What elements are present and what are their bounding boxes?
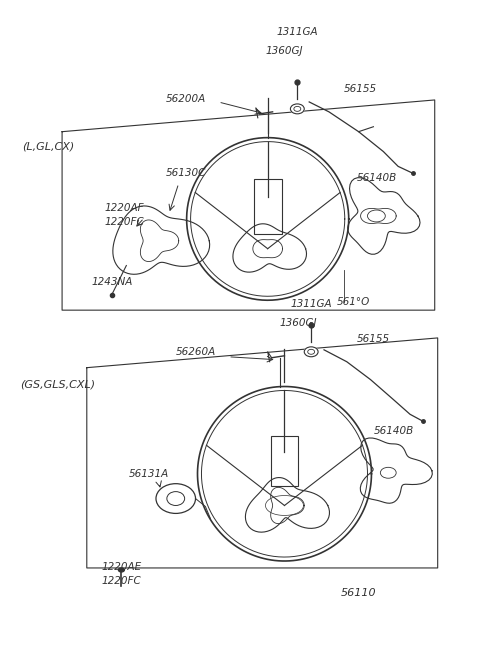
Bar	[271, 436, 298, 486]
Text: 1220FC: 1220FC	[105, 217, 144, 227]
Text: 56260A: 56260A	[176, 347, 216, 357]
Bar	[254, 179, 281, 234]
Text: 1360GJ: 1360GJ	[279, 318, 317, 328]
Ellipse shape	[290, 104, 304, 114]
Text: 1360GJ: 1360GJ	[266, 47, 303, 57]
Text: 56200A: 56200A	[166, 94, 206, 104]
Text: 56140B: 56140B	[357, 173, 397, 183]
Text: 56155: 56155	[344, 84, 377, 94]
Ellipse shape	[119, 568, 124, 572]
Text: (L,GL,CX): (L,GL,CX)	[23, 141, 75, 152]
Text: 1220AE: 1220AE	[102, 562, 142, 572]
Ellipse shape	[304, 347, 318, 357]
Text: 1311GA: 1311GA	[276, 26, 318, 37]
Text: 56131A: 56131A	[128, 468, 168, 479]
Text: 56130C: 56130C	[166, 168, 206, 178]
Text: 1220AF: 1220AF	[105, 203, 144, 213]
Text: 1311GA: 1311GA	[290, 299, 332, 309]
Text: (GS,GLS,CXL): (GS,GLS,CXL)	[21, 380, 96, 390]
Text: 56155: 56155	[357, 334, 390, 344]
Text: 56110: 56110	[341, 588, 376, 598]
Text: 1243NA: 1243NA	[92, 277, 133, 287]
Text: 561°O: 561°O	[337, 297, 370, 307]
Text: 1220FC: 1220FC	[102, 576, 142, 586]
Text: 56140B: 56140B	[373, 426, 414, 436]
